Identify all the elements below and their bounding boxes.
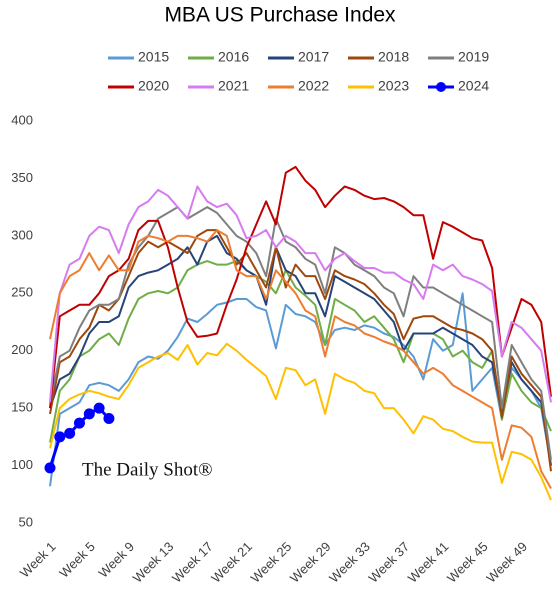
y-tick-label: 300 [11, 227, 33, 242]
x-tick-label: Week 5 [56, 539, 98, 581]
x-tick-label: Week 33 [326, 539, 373, 586]
series-line [49, 342, 552, 501]
series-line [49, 260, 552, 443]
point [73, 417, 85, 429]
y-tick-label: 250 [11, 285, 33, 300]
point [44, 462, 56, 474]
series-line [49, 229, 552, 489]
y-tick-label: 150 [11, 400, 33, 415]
series-line [49, 206, 552, 460]
legend-label: 2024 [458, 78, 489, 94]
series-line [49, 165, 552, 409]
x-tick-label: Week 41 [405, 539, 452, 586]
legend-label: 2016 [218, 49, 249, 65]
point [103, 412, 115, 424]
legend-label: 2015 [138, 49, 169, 65]
legend-label: 2023 [378, 78, 409, 94]
x-tick-label: Week 37 [365, 539, 412, 586]
x-tick-label: Week 29 [287, 539, 334, 586]
series-line [49, 229, 552, 472]
legend-label: 2020 [138, 78, 169, 94]
point [93, 402, 105, 414]
legend-label: 2021 [218, 78, 249, 94]
x-tick-label: Week 13 [130, 539, 177, 586]
chart-title: MBA US Purchase Index [164, 4, 396, 27]
watermark: The Daily Shot® [82, 459, 213, 480]
x-tick-label: Week 25 [248, 539, 295, 586]
legend-label: 2022 [298, 78, 329, 94]
x-tick-label: Week 49 [483, 539, 530, 586]
legend-marker [436, 82, 446, 92]
series-line [49, 234, 552, 466]
y-tick-label: 50 [19, 514, 33, 529]
point [54, 431, 66, 443]
y-tick-label: 400 [11, 112, 33, 127]
x-tick-label: Week 21 [208, 539, 255, 586]
legend-label: 2018 [378, 49, 409, 65]
y-tick-label: 350 [11, 170, 33, 185]
legend-label: 2019 [458, 49, 489, 65]
x-tick-label: Week 1 [17, 539, 59, 581]
series-line [49, 185, 552, 403]
point [64, 427, 76, 439]
legend-label: 2017 [298, 49, 329, 65]
x-tick-label: Week 45 [444, 539, 491, 586]
y-tick-label: 100 [11, 457, 33, 472]
x-tick-label: Week 17 [169, 539, 216, 586]
point [83, 408, 95, 420]
y-tick-label: 200 [11, 342, 33, 357]
